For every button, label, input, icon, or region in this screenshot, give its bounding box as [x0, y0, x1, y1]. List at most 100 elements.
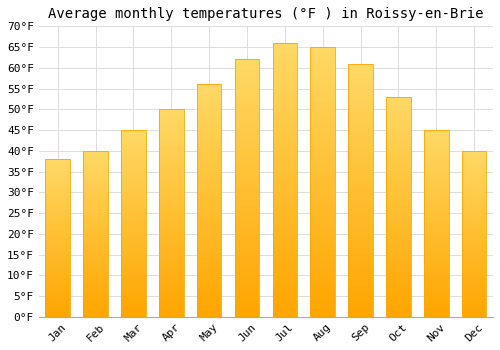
Bar	[386, 167, 410, 169]
Bar	[462, 260, 486, 262]
Bar	[310, 266, 335, 268]
Bar	[462, 212, 486, 214]
Bar	[348, 226, 373, 228]
Bar	[386, 114, 410, 117]
Bar	[84, 272, 108, 274]
Bar	[462, 245, 486, 247]
Bar	[386, 141, 410, 143]
Bar	[197, 166, 222, 168]
Bar	[386, 132, 410, 134]
Bar	[197, 138, 222, 140]
Bar	[462, 257, 486, 259]
Bar	[310, 168, 335, 171]
Bar	[272, 196, 297, 199]
Bar	[84, 277, 108, 279]
Bar	[159, 109, 184, 317]
Bar	[424, 158, 448, 160]
Bar	[84, 305, 108, 307]
Bar	[46, 188, 70, 189]
Bar	[84, 159, 108, 161]
Bar	[386, 279, 410, 282]
Bar	[462, 201, 486, 202]
Bar	[386, 238, 410, 240]
Bar	[121, 311, 146, 313]
Bar	[272, 144, 297, 147]
Bar	[84, 254, 108, 256]
Bar	[46, 301, 70, 303]
Bar	[424, 315, 448, 317]
Bar	[234, 175, 260, 178]
Bar	[272, 95, 297, 98]
Bar	[386, 101, 410, 104]
Bar	[46, 210, 70, 211]
Bar	[159, 267, 184, 269]
Bar	[84, 287, 108, 289]
Bar	[234, 98, 260, 101]
Bar	[121, 130, 146, 132]
Bar	[121, 231, 146, 233]
Bar	[386, 130, 410, 132]
Bar	[462, 290, 486, 292]
Bar	[46, 292, 70, 293]
Bar	[348, 259, 373, 261]
Bar	[197, 182, 222, 184]
Bar	[386, 178, 410, 180]
Bar	[159, 223, 184, 225]
Bar	[159, 132, 184, 134]
Bar	[424, 309, 448, 311]
Bar	[121, 274, 146, 276]
Bar	[197, 191, 222, 194]
Bar	[121, 203, 146, 205]
Bar	[462, 151, 486, 153]
Bar	[84, 212, 108, 214]
Bar	[310, 268, 335, 271]
Bar	[159, 246, 184, 248]
Bar	[197, 277, 222, 280]
Bar	[234, 85, 260, 88]
Bar	[159, 178, 184, 180]
Bar	[84, 262, 108, 264]
Bar	[121, 210, 146, 212]
Bar	[348, 228, 373, 231]
Bar	[424, 262, 448, 265]
Bar	[234, 186, 260, 188]
Bar	[197, 263, 222, 266]
Bar	[386, 97, 410, 317]
Bar	[46, 296, 70, 298]
Bar	[272, 73, 297, 76]
Bar	[84, 297, 108, 299]
Bar	[121, 162, 146, 164]
Bar	[159, 182, 184, 184]
Bar	[348, 107, 373, 109]
Bar	[462, 267, 486, 269]
Bar	[310, 77, 335, 79]
Bar	[159, 273, 184, 275]
Bar	[121, 167, 146, 169]
Bar	[386, 161, 410, 163]
Bar	[310, 255, 335, 258]
Bar	[197, 212, 222, 215]
Bar	[197, 147, 222, 149]
Bar	[234, 93, 260, 96]
Bar	[310, 306, 335, 309]
Bar	[197, 128, 222, 131]
Bar	[272, 204, 297, 207]
Bar	[272, 295, 297, 298]
Bar	[159, 140, 184, 142]
Bar	[46, 219, 70, 220]
Bar	[159, 248, 184, 250]
Bar	[348, 147, 373, 150]
Bar	[462, 262, 486, 264]
Bar	[46, 230, 70, 232]
Bar	[272, 133, 297, 136]
Bar	[386, 220, 410, 222]
Bar	[462, 250, 486, 252]
Bar	[121, 205, 146, 206]
Bar	[234, 263, 260, 265]
Bar	[121, 300, 146, 302]
Bar	[424, 177, 448, 178]
Bar	[310, 82, 335, 85]
Bar	[272, 141, 297, 144]
Bar	[121, 306, 146, 307]
Bar	[462, 240, 486, 242]
